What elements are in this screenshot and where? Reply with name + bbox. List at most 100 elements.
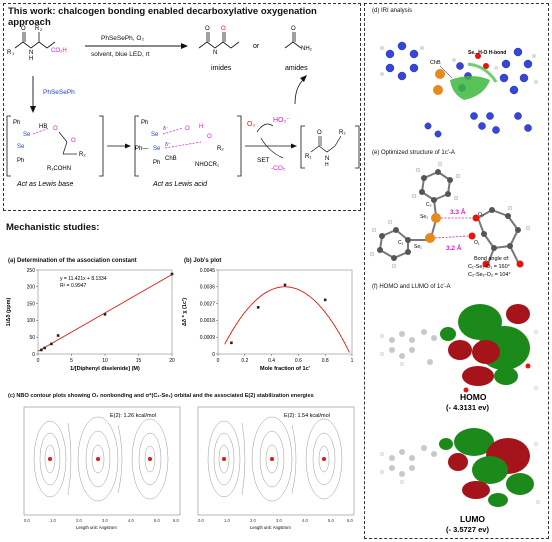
panel-f-title: (f) HOMO and LUMO of 1c'-A <box>372 284 451 290</box>
starting-material-structure <box>14 32 56 49</box>
svg-text:Ph: Ph <box>17 158 24 164</box>
equation-label: y = 11.421x + 8.1334 <box>60 276 107 282</box>
y-axis-label: Δδ * χ (1c') <box>182 298 188 326</box>
x-tick-label: 0 <box>37 358 40 364</box>
x-tick-label: 0.8 <box>322 358 329 364</box>
svg-text:1.0: 1.0 <box>50 518 56 523</box>
svg-text:6.0: 6.0 <box>347 518 353 523</box>
y-tick-label: 0 <box>212 352 215 358</box>
product2-label: amides <box>285 65 308 72</box>
y-tick-label: 0.0027 <box>200 301 216 307</box>
data-point <box>170 272 174 276</box>
data-point <box>50 342 53 346</box>
data-point <box>283 283 287 287</box>
svg-text:N: N <box>325 156 329 162</box>
svg-text:C₂: C₂ <box>426 202 432 208</box>
svg-text:1.0: 1.0 <box>224 518 230 523</box>
x-tick-label: 0 <box>217 358 220 364</box>
svg-text:HB: HB <box>39 124 47 130</box>
y-tick-label: 0.0018 <box>200 318 216 324</box>
nbo-contour-right: E(2): 1.54 kcal/mol 0.0 1.0 2.0 3.0 4.0 … <box>197 406 355 530</box>
svg-text:R₂: R₂ <box>339 130 346 136</box>
nbo-contour-left: E(2): 1.26 kcal/mol 0.0 1.0 2.0 3.0 4.0 … <box>23 406 181 530</box>
svg-text:2.0: 2.0 <box>76 518 82 523</box>
svg-text:Se: Se <box>23 132 31 138</box>
panel-e-title: (e) Optimized structure of 1c'-A <box>372 150 455 156</box>
svg-text:R₂: R₂ <box>217 146 224 152</box>
angle1: C₁-Se₁-O₁ = 160° <box>468 264 510 270</box>
o2-label: O₂ <box>247 121 255 128</box>
svg-text:0.0: 0.0 <box>198 518 204 523</box>
e2-left: E(2): 1.26 kcal/mol <box>110 413 156 419</box>
homo-orbital-image: HOMO (- 4.3131 ev) <box>379 304 539 412</box>
lumo-orbital-image: LUMO (- 3.5727 ev) <box>379 428 541 534</box>
panel-d-title: (d) IRI analysis <box>372 8 413 14</box>
svg-text:R₁: R₁ <box>305 154 311 160</box>
svg-text:Ph: Ph <box>13 120 20 126</box>
x-tick-label: 10 <box>102 358 108 364</box>
y-tick-label: 0 <box>32 352 35 358</box>
svg-text:4.0: 4.0 <box>302 518 308 523</box>
svg-text:NHOCR₁: NHOCR₁ <box>195 162 219 168</box>
plot-area <box>217 269 353 355</box>
y-tick-label: 200 <box>27 285 36 291</box>
catalyst-label: PhSeSePh <box>43 89 75 96</box>
svg-text:O: O <box>71 138 76 144</box>
svg-text:O₂: O₂ <box>478 212 484 218</box>
svg-text:Ph: Ph <box>153 160 160 166</box>
e2-right: E(2): 1.54 kcal/mol <box>284 413 330 419</box>
svg-text:CO₂H: CO₂H <box>51 48 67 54</box>
svg-text:δ⁺: δ⁺ <box>165 142 171 148</box>
co2-label: -CO₂ <box>271 165 286 172</box>
svg-text:C₁: C₁ <box>398 240 404 246</box>
data-point <box>56 334 60 337</box>
svg-text:2.0: 2.0 <box>250 518 256 523</box>
scheme-panel <box>3 3 361 211</box>
y-tick-label: 100 <box>27 318 36 324</box>
svg-text:Ph: Ph <box>141 120 148 126</box>
svg-text:R₂: R₂ <box>79 152 86 158</box>
mechanistic-title: Mechanistic studies: <box>6 222 100 233</box>
lumo-label: LUMO <box>460 514 485 524</box>
data-point <box>323 298 327 302</box>
set-label: SET <box>257 157 270 164</box>
data-point <box>43 346 46 350</box>
y-tick-label: 250 <box>27 268 36 274</box>
homo-value: (- 4.3131 ev) <box>446 403 489 412</box>
svg-text:3.0: 3.0 <box>276 518 282 523</box>
chart-a-title: (a) Determination of the association con… <box>8 258 137 264</box>
or-text: or <box>253 43 260 50</box>
svg-text:O: O <box>53 126 58 132</box>
ho2-label: HO₂⁻ <box>273 117 290 124</box>
x-axis-label: 1/[Diphenyl diselenide] (M) <box>70 366 140 372</box>
homo-label: HOMO <box>460 392 487 402</box>
y-tick-label: 150 <box>27 301 36 307</box>
scheme-title: This work: chalcogen bonding enabled dec… <box>8 6 317 28</box>
r2-label: R² = 0.9947 <box>60 283 86 289</box>
chart-b-title: (b) Job's plot <box>184 258 222 264</box>
optimized-structure-image: 3.3 Å 3.2 Å C₂ Se₂ Se₁ C₁ O₂ O₁ Bond ang… <box>369 161 531 278</box>
svg-text:Se₁: Se₁ <box>414 244 422 250</box>
svg-text:2: 2 <box>40 27 43 32</box>
reagents-line2: solvent, blue LED, rt <box>91 51 150 58</box>
x-tick-label: 1 <box>351 358 354 364</box>
svg-text:R: R <box>35 26 40 32</box>
svg-text:NH₂: NH₂ <box>301 46 313 52</box>
axis-label-right: Length unit: Angstrom <box>250 525 291 530</box>
svg-text:Se: Se <box>153 146 161 152</box>
svg-text:H: H <box>199 124 203 130</box>
y-tick-label: 0.0009 <box>200 335 216 341</box>
data-point <box>256 306 260 309</box>
x-tick-label: 0.4 <box>268 358 275 364</box>
y-axis-label: 1/Δδ (ppm) <box>6 297 12 326</box>
panel-c-title: (c) NBO contour plots showing O₁ nonbond… <box>8 393 314 399</box>
fit-line <box>37 274 173 352</box>
reagents-line1: PhSeSePh, O₂ <box>101 35 144 42</box>
plot-area <box>37 269 173 355</box>
svg-text:0.0: 0.0 <box>24 518 30 523</box>
x-tick-label: 20 <box>169 358 175 364</box>
svg-text:5.0: 5.0 <box>154 518 160 523</box>
axis-label-left: Length unit: Angstrom <box>76 525 117 530</box>
svg-text:R: R <box>7 50 12 56</box>
